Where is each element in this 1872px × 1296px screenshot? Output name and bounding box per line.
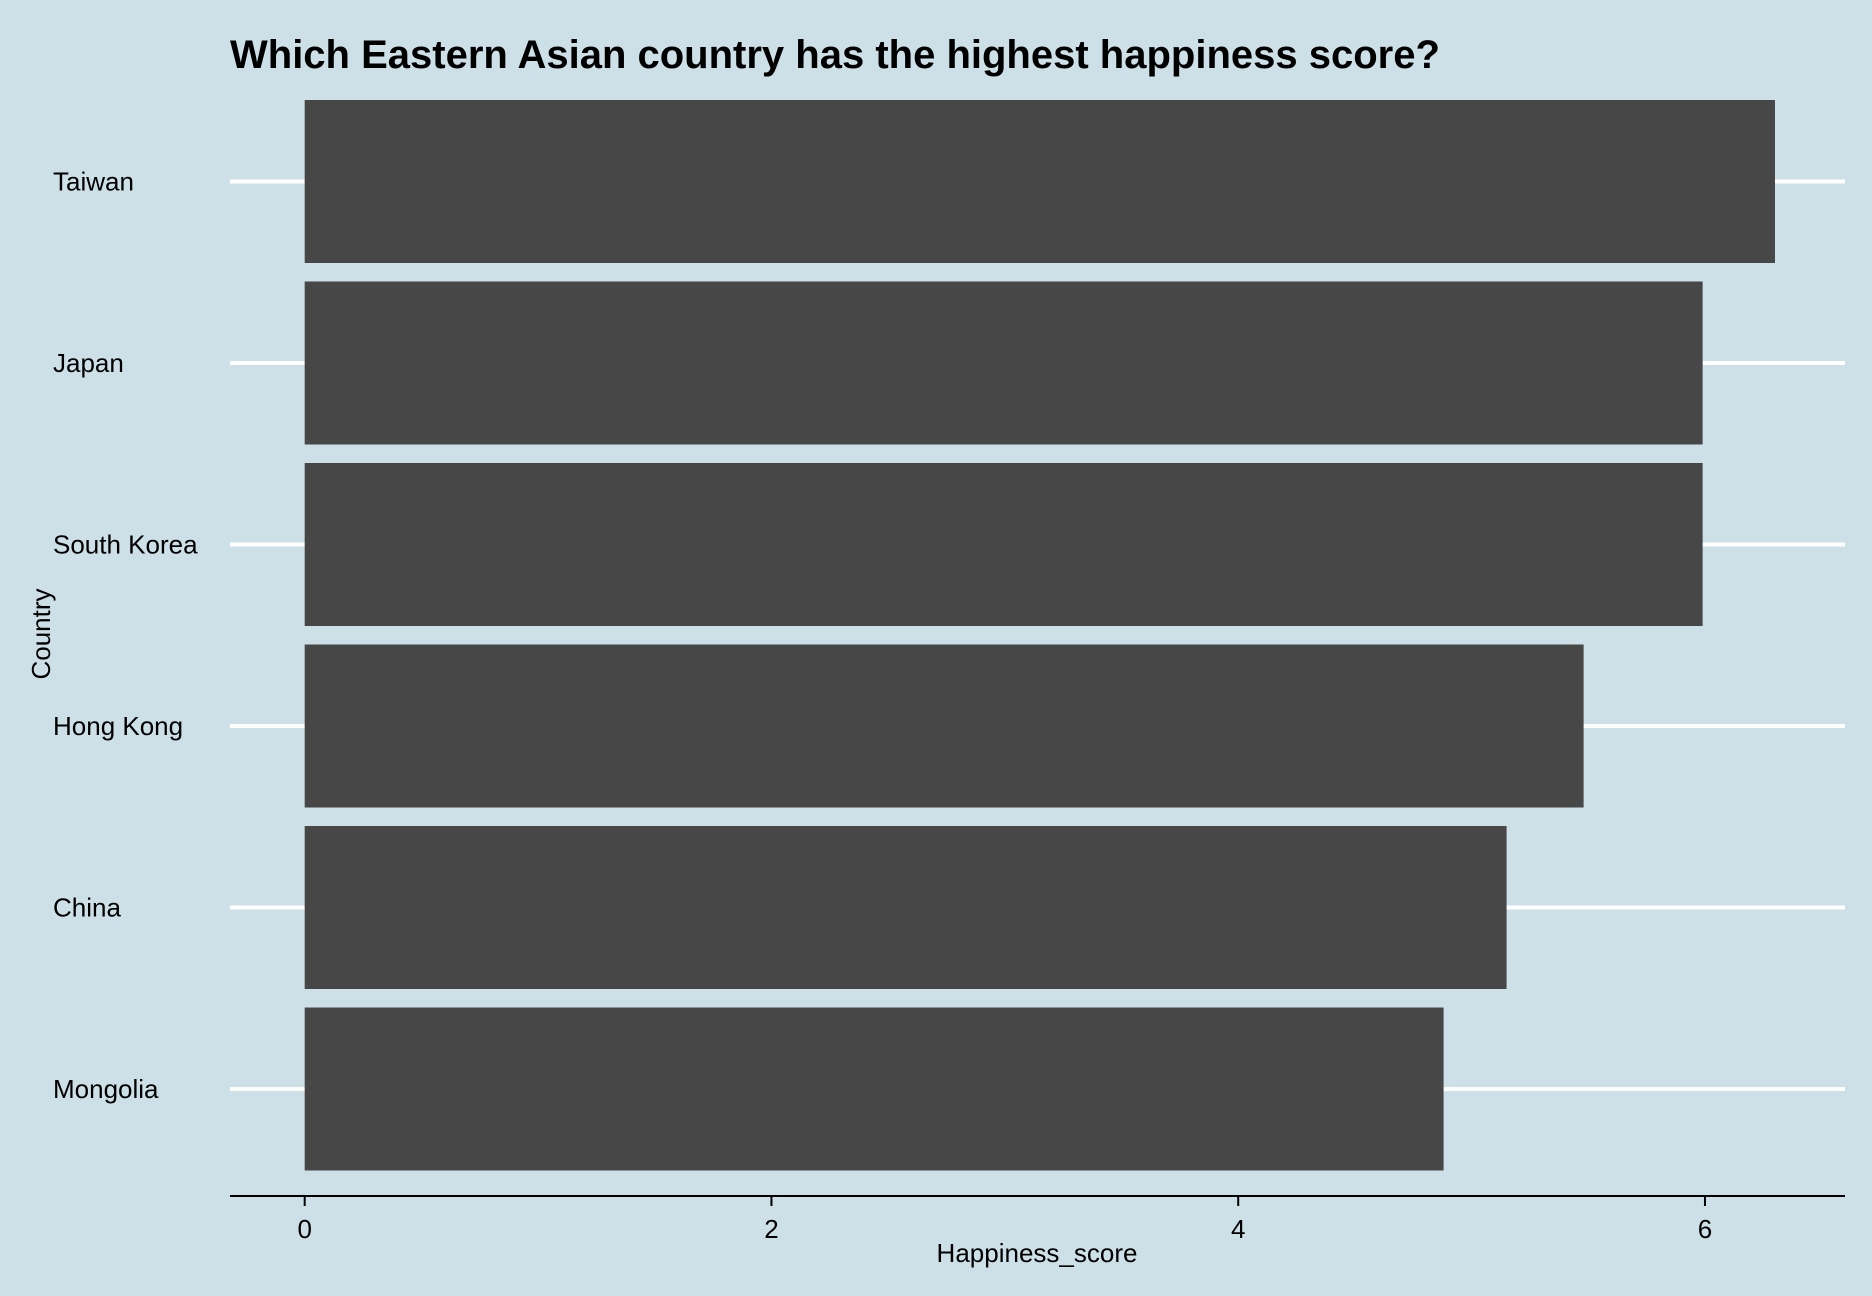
bar-taiwan xyxy=(304,100,1775,263)
x-tick-label-0: 0 xyxy=(297,1214,311,1244)
category-label-china: China xyxy=(53,893,121,923)
y-axis-title: Country xyxy=(26,588,56,679)
category-labels: Taiwan Japan South Korea Hong Kong China Mong… xyxy=(53,167,198,1105)
category-label-mongolia: Mongolia xyxy=(53,1074,159,1104)
category-label-hong-kong: Hong Kong xyxy=(53,711,183,741)
x-ticks: 0 2 4 6 xyxy=(297,1196,1712,1244)
x-tick-label-2: 2 xyxy=(764,1214,778,1244)
x-tick-label-4: 4 xyxy=(1231,1214,1245,1244)
bar-hong-kong xyxy=(304,644,1584,808)
bar-japan xyxy=(304,281,1703,445)
x-tick-label-6: 6 xyxy=(1698,1214,1712,1244)
bar-south-korea xyxy=(304,463,1703,626)
bar-china xyxy=(304,826,1507,989)
category-label-south-korea: South Korea xyxy=(53,530,198,560)
category-label-japan: Japan xyxy=(53,348,124,378)
x-axis-title: Happiness_score xyxy=(937,1238,1138,1268)
category-label-taiwan: Taiwan xyxy=(53,167,134,197)
bars xyxy=(304,100,1775,1171)
bar-mongolia xyxy=(304,1007,1444,1171)
chart-title: Which Eastern Asian country has the high… xyxy=(230,33,1440,77)
